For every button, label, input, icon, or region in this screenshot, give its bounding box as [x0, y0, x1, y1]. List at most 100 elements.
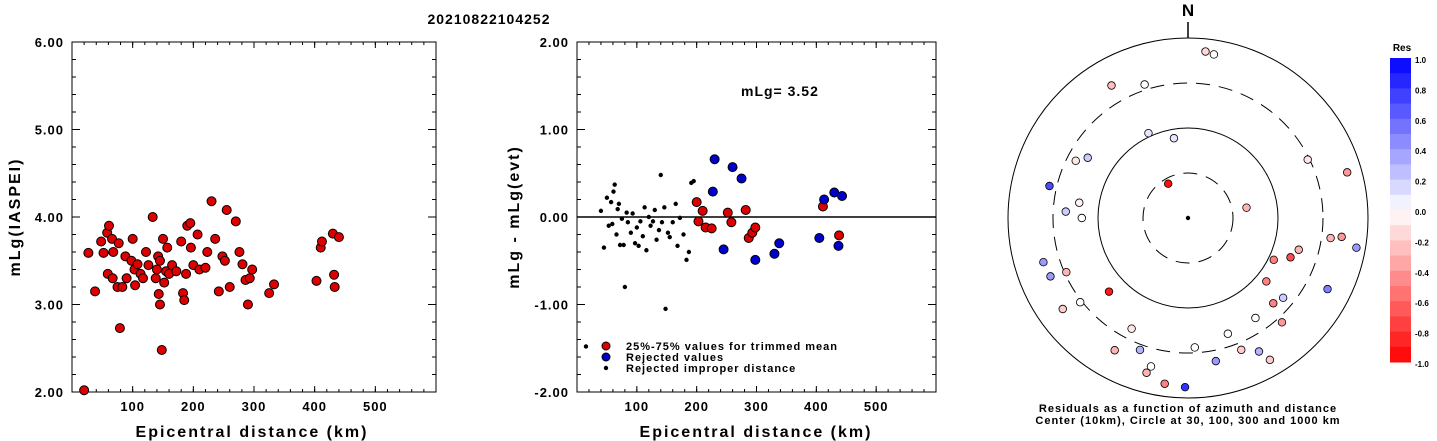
data-point — [206, 196, 217, 207]
station-marker — [1294, 245, 1303, 254]
rejected-distance-point — [614, 232, 619, 237]
station-marker — [1071, 156, 1080, 165]
rejected-point — [769, 248, 780, 259]
station-marker — [1251, 313, 1260, 323]
rejected-distance-point — [632, 241, 638, 246]
station-marker — [1201, 47, 1210, 56]
station-marker — [1169, 134, 1179, 143]
x-tick-label: 400 — [804, 399, 829, 414]
station-marker — [1140, 80, 1149, 89]
y-tick-label: 1.00 — [540, 123, 569, 138]
data-point — [113, 238, 124, 249]
data-point — [316, 236, 327, 247]
data-point — [202, 247, 213, 257]
range-circle-30km — [1142, 172, 1234, 264]
station-marker — [1110, 346, 1119, 355]
rejected-point — [837, 191, 848, 201]
y-tick-label: 5.00 — [35, 123, 64, 138]
colorbar-cell — [1390, 331, 1411, 348]
data-point — [171, 266, 182, 277]
rejected-distance-point — [673, 201, 678, 207]
data-point — [185, 242, 196, 253]
station-marker — [1135, 345, 1145, 355]
colorbar-cell — [1390, 270, 1411, 287]
data-point — [132, 259, 143, 270]
data-point — [150, 273, 161, 284]
rejected-distance-point — [675, 243, 680, 249]
range-circle-300km — [1052, 82, 1324, 354]
rejected-distance-point — [681, 232, 686, 237]
colorbar-cell — [1390, 179, 1411, 196]
range-circle-1000km — [1007, 37, 1369, 399]
station-marker — [1062, 267, 1071, 277]
rejected-distance-point — [652, 207, 657, 213]
station-marker — [1237, 345, 1246, 355]
colorbar-cell — [1390, 346, 1411, 363]
colorbar-tick-label: 0.4 — [1415, 147, 1427, 156]
station-marker — [1039, 258, 1048, 267]
data-point — [181, 268, 192, 279]
colorbar-cell — [1390, 58, 1411, 74]
data-point — [264, 288, 275, 299]
data-point — [230, 216, 241, 227]
rejected-distance-point — [611, 189, 616, 194]
legend-label: 25%-75% values for trimmed mean — [626, 341, 838, 353]
data-point — [151, 264, 162, 275]
data-point — [130, 280, 141, 291]
rejected-distance-point — [659, 220, 665, 225]
rejected-distance-point — [625, 220, 631, 225]
epicenter-marker — [1185, 215, 1191, 221]
colorbar-tick-label: -1.0 — [1415, 360, 1429, 369]
data-point — [224, 282, 235, 292]
x-tick-label: 200 — [684, 399, 709, 414]
rejected-point — [727, 162, 738, 173]
station-marker — [1303, 155, 1312, 164]
rejected-distance-point — [665, 230, 671, 235]
station-marker — [1211, 356, 1221, 366]
data-point — [79, 385, 90, 396]
legend-label: Rejected improper distance — [626, 363, 796, 375]
station-marker — [1160, 379, 1169, 388]
rejected-point — [718, 244, 729, 255]
data-point — [104, 220, 115, 231]
colorbar-tick-label: 0.8 — [1415, 86, 1427, 95]
data-point — [176, 236, 187, 247]
station-marker — [1269, 255, 1278, 265]
rejected-distance-point — [670, 220, 675, 225]
rejected-point — [774, 238, 785, 249]
station-marker — [1127, 324, 1136, 333]
colorbar-cell — [1390, 118, 1411, 135]
station-marker — [1075, 198, 1084, 207]
rejected-point — [750, 254, 761, 265]
station-marker — [1269, 299, 1278, 308]
trimmed-mean-point — [750, 222, 761, 233]
rejected-point — [709, 154, 720, 165]
data-point — [244, 273, 255, 284]
rejected-point — [736, 173, 747, 184]
residual-vs-distance-panel: 100 200 300 400 500 -2.00 -1.00 0.00 1.00 2.00 mL… — [506, 35, 937, 441]
y-axis-label: mLg - mLg(evt) — [506, 145, 523, 289]
rejected-distance-point — [658, 172, 663, 178]
colorbar-cell — [1390, 240, 1411, 257]
data-point — [247, 264, 258, 275]
x-tick-label: 200 — [181, 399, 206, 414]
station-marker — [1104, 287, 1114, 296]
colorbar-tick-label: -0.2 — [1415, 238, 1429, 247]
station-marker — [1144, 128, 1153, 138]
data-point — [141, 247, 152, 257]
legend-marker — [601, 352, 611, 362]
rejected-distance-point — [598, 208, 604, 214]
rejected-point — [814, 233, 825, 243]
legend-marker — [601, 341, 611, 351]
colorbar-tick-label: -0.8 — [1415, 330, 1429, 339]
data-point — [154, 255, 165, 266]
trimmed-mean-point — [834, 230, 845, 241]
data-point — [269, 279, 280, 290]
rejected-distance-point — [650, 219, 656, 224]
data-point — [137, 273, 148, 284]
station-marker — [1163, 179, 1173, 188]
rejected-distance-point — [642, 205, 647, 210]
y-tick-label: 6.00 — [35, 35, 64, 50]
y-tick-label: 4.00 — [35, 210, 64, 225]
